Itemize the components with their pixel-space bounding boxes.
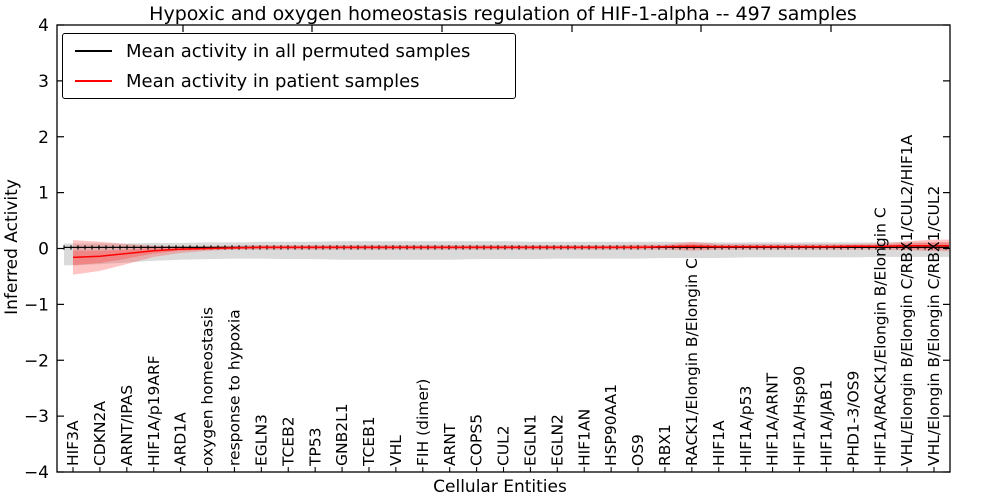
legend-item-patient: Mean activity in patient samples [63,68,515,94]
x-tick-label: TCEB2 [279,416,297,467]
patient-mean-line [72,244,949,259]
x-tick-label: EGLN3 [252,414,270,466]
x-axis-label: Cellular Entities [433,477,567,497]
legend-label: Mean activity in all permuted samples [126,40,471,62]
x-tick-label: TP53 [306,427,324,467]
x-tick-label: OS9 [629,434,647,466]
x-tick-label: VHL/Elongin B/Elongin C/RBX1/CUL2 [925,186,943,466]
x-tick-label: HIF1A [710,420,728,466]
x-tick-label: CUL2 [495,425,513,466]
legend: Mean activity in all permuted samples Me… [62,33,516,99]
x-tick-label: HIF1A/Hsp90 [791,366,809,466]
y-tick-label: −1 [24,295,49,315]
patient-line-swatch [75,80,112,82]
x-tick-label: VHL/Elongin B/Elongin C/RBX1/CUL2/HIF1A [898,134,916,466]
x-tick-label: VHL [387,435,405,466]
chart-title: Hypoxic and oxygen homeostasis regulatio… [149,3,857,25]
y-tick-label: 1 [38,184,49,204]
x-tick-label: PHD1-3/OS9 [844,371,862,466]
y-tick-label: −3 [24,407,49,427]
y-tick-label: 3 [38,72,49,92]
x-tick-label: COPS5 [468,414,486,466]
patient-band-outer [73,239,949,275]
x-tick-label: HIF1A/JAB1 [817,380,835,466]
x-tick-label: FIH (dimer) [414,379,432,466]
x-tick-label: ARD1A [172,412,190,466]
y-tick-label: 0 [38,240,49,260]
x-tick-label: HIF1A/p53 [737,386,755,466]
x-tick-label: oxygen homeostasis [199,307,217,466]
x-tick-label: EGLN2 [548,414,566,466]
x-tick-label: HIF1A/RACK1/Elongin B/Elongin C [871,207,889,466]
y-tick-label: −2 [24,351,49,371]
x-tick-label: GNB2L1 [333,403,351,466]
y-tick-label: 2 [38,128,49,148]
legend-label: Mean activity in patient samples [126,70,420,92]
x-tick-label: CDKN2A [91,401,109,466]
x-tick-label: HIF1A/ARNT [764,372,782,466]
y-tick-label: 4 [38,16,49,36]
y-tick-label: −4 [24,463,49,483]
x-tick-label: RACK1/Elongin B/Elongin C [683,258,701,466]
x-tick-label: HIF1AN [575,409,593,466]
x-tick-label: HSP90AA1 [602,384,620,466]
permuted-line-swatch [75,50,112,52]
x-tick-label: HIF3A [64,420,82,466]
x-tick-label: ARNT/IPAS [118,385,136,466]
x-tick-label: HIF1A/p19ARF [145,355,163,466]
x-tick-label: TCEB1 [360,416,378,467]
x-tick-label: response to hypoxia [226,309,244,466]
y-axis-label: Inferred Activity [2,179,22,315]
x-tick-label: EGLN1 [522,414,540,466]
x-tick-label: RBX1 [656,424,674,466]
x-tick-label: ARNT [441,423,459,466]
legend-item-permuted: Mean activity in all permuted samples [63,38,515,64]
